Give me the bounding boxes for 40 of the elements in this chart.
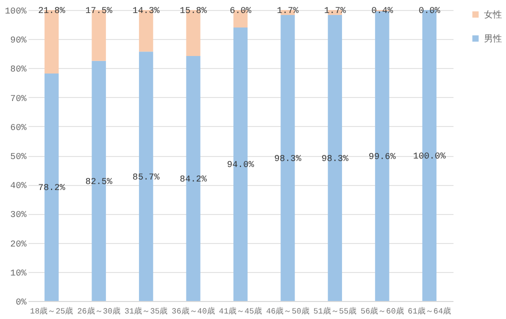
y-tick-label: 30%	[10, 210, 28, 220]
y-tick-label: 50%	[10, 152, 28, 162]
legend-label: 女性	[484, 10, 502, 20]
legend-label: 男性	[484, 34, 502, 44]
data-label: 84.2%	[180, 174, 208, 184]
y-tick-label: 100%	[4, 6, 28, 16]
data-label: 98.3%	[321, 154, 350, 164]
data-label: 21.8%	[38, 6, 66, 16]
data-label: 14.3%	[132, 6, 160, 16]
data-label: 17.5%	[85, 6, 113, 16]
data-label: 99.6%	[368, 152, 396, 162]
y-tick-label: 60%	[10, 122, 28, 133]
y-tick-label: 20%	[10, 239, 28, 250]
x-tick-label: 61歳～64歳	[408, 306, 451, 316]
data-label: 6.0%	[230, 6, 252, 16]
data-label: 0.0%	[418, 6, 441, 16]
data-label: 85.7%	[132, 172, 160, 182]
x-tick-label: 41歳～45歳	[218, 306, 262, 316]
x-tick-label: 36歳～40歳	[172, 306, 215, 316]
y-tick-label: 0%	[16, 298, 28, 308]
data-label: 82.5%	[85, 176, 113, 187]
data-label: 98.3%	[274, 154, 302, 164]
data-label: 94.0%	[226, 160, 255, 170]
y-tick-label: 40%	[10, 181, 28, 192]
x-tick-label: 51歳～55歳	[313, 306, 357, 316]
y-tick-label: 90%	[10, 36, 28, 46]
y-tick-label: 80%	[10, 64, 28, 75]
x-tick-label: 31歳～35歳	[124, 306, 168, 316]
x-tick-label: 18歳～25歳	[30, 306, 74, 316]
data-label: 0.4%	[371, 6, 394, 16]
y-tick-label: 70%	[10, 94, 28, 104]
x-tick-label: 26歳～30歳	[77, 306, 120, 316]
data-label: 1.7%	[276, 6, 300, 16]
y-tick-label: 10%	[10, 268, 28, 278]
data-label: 15.8%	[180, 6, 208, 16]
x-tick-label: 56歳～60歳	[360, 306, 404, 316]
x-tick-label: 46歳～50歳	[266, 306, 310, 316]
data-label: 1.7%	[324, 6, 346, 16]
data-label: 100.0%	[413, 152, 446, 162]
data-label: 78.2%	[38, 183, 66, 194]
